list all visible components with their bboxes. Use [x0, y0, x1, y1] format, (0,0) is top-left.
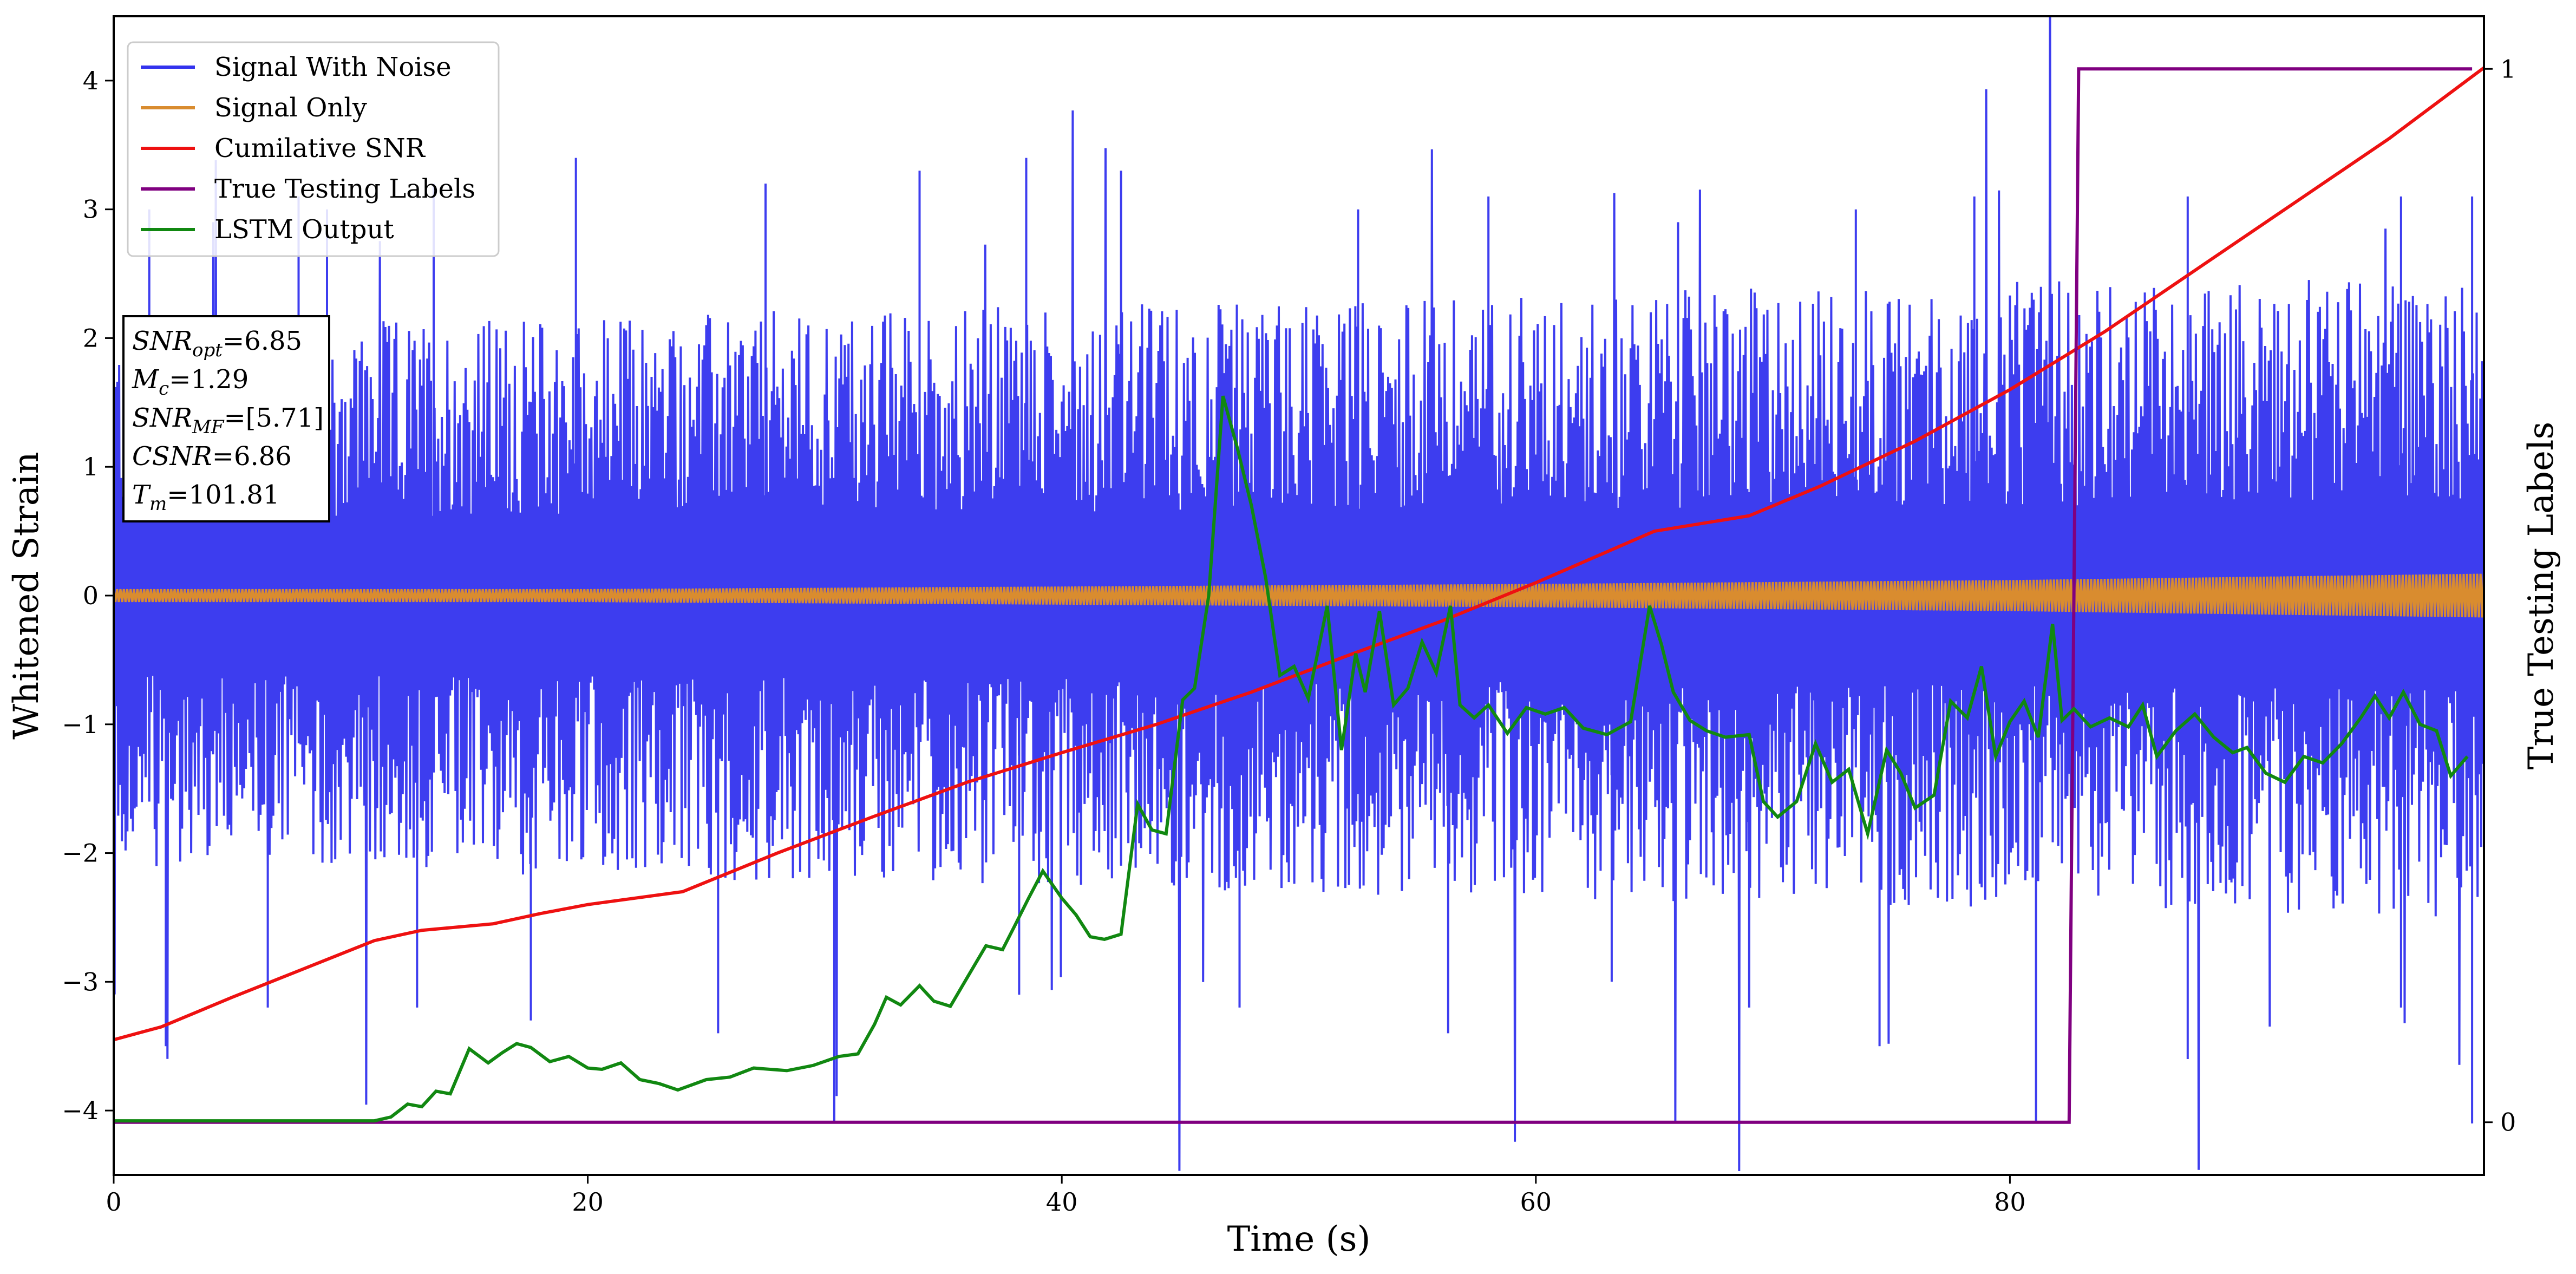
annotation-line: CSNR=6.86 — [132, 441, 292, 472]
annotation-line: Tm=101.81 — [132, 480, 279, 515]
legend: Signal With Noise Signal Only Cumilative S… — [127, 41, 500, 257]
y-tick-label: −4 — [62, 1096, 99, 1125]
y-axis-title: Whitened Strain — [6, 452, 47, 739]
annotation-line: SNRMF=[5.71] — [132, 403, 324, 438]
legend-label: True Testing Labels — [214, 174, 475, 204]
annotation-line: Mc=1.29 — [132, 364, 249, 400]
annotation-line: SNRopt=6.85 — [132, 326, 302, 361]
series-true-testing-labels — [114, 67, 2473, 1124]
y2-tick-label: 1 — [2500, 54, 2516, 83]
legend-label: Signal With Noise — [214, 52, 452, 82]
x-tick-label: 80 — [1994, 1187, 2026, 1217]
x-tick-label: 20 — [572, 1187, 604, 1217]
y-tick-label: 4 — [83, 66, 99, 95]
series-signal-only — [114, 573, 2484, 618]
x-tick-label: 40 — [1046, 1187, 1078, 1217]
legend-label: LSTM Output — [214, 214, 394, 245]
y-tick-label: −2 — [62, 839, 99, 868]
y-tick-label: 1 — [83, 452, 99, 481]
y-tick-label: −3 — [62, 967, 99, 996]
plot-area — [114, 16, 2484, 1172]
y2-axis-title: True Testing Labels — [2521, 422, 2561, 770]
y-tick-label: −1 — [62, 710, 99, 739]
annotation-frame — [122, 315, 330, 522]
x-tick-label: 0 — [106, 1187, 121, 1217]
series-layer — [114, 16, 2484, 1172]
x-tick-label: 60 — [1520, 1187, 1552, 1217]
legend-label: Signal Only — [214, 93, 367, 123]
series-lstm-output — [114, 395, 2469, 1123]
y2-tick-label: 0 — [2500, 1108, 2516, 1137]
series-cumilative-snr — [114, 66, 2484, 1042]
y-tick-label: 3 — [83, 195, 99, 224]
legend-box — [127, 41, 500, 257]
y-tick-label: 2 — [83, 323, 99, 352]
y-tick-label: 0 — [83, 581, 99, 610]
x-axis-title: Time (s) — [1227, 1219, 1371, 1259]
legend-label: Cumilative SNR — [214, 133, 426, 164]
